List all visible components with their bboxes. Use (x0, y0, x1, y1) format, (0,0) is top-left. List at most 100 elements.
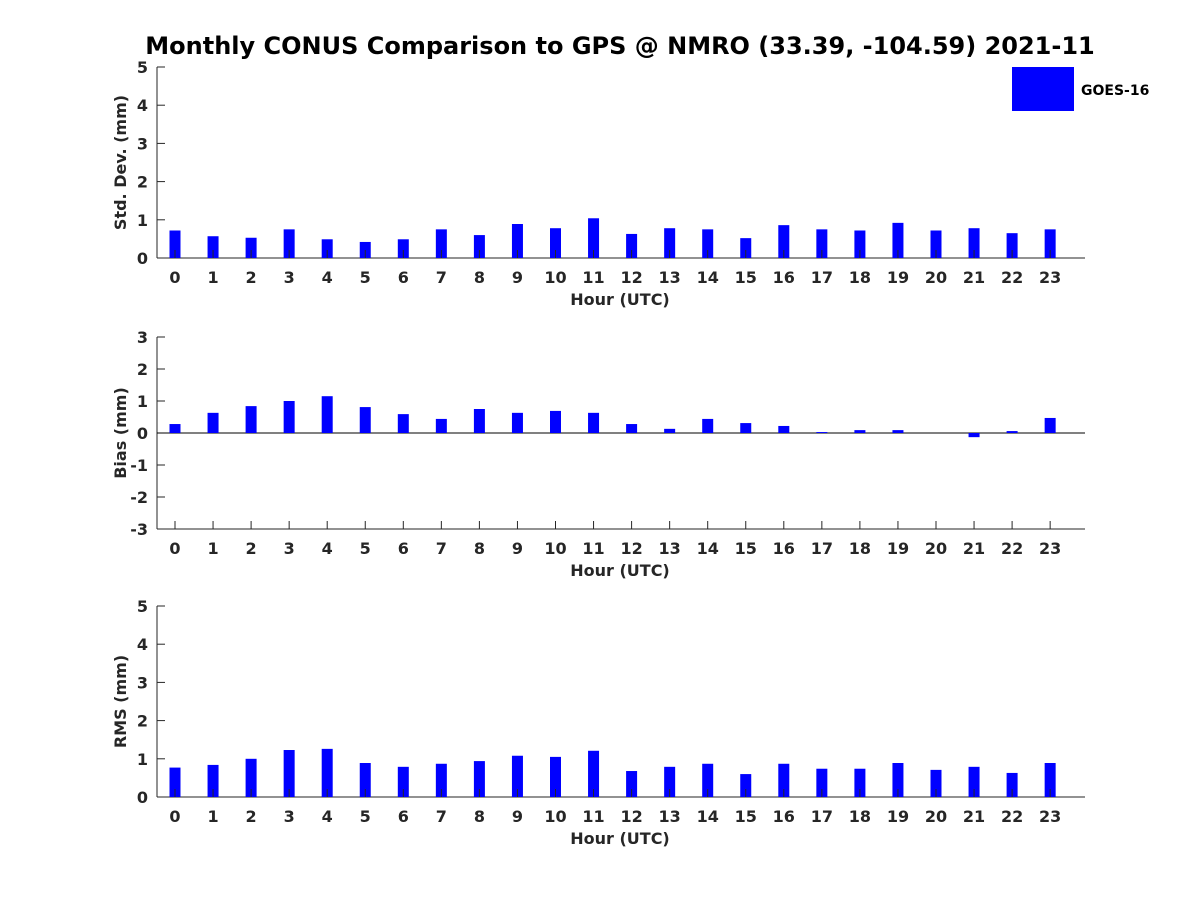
x-axis-label: Hour (UTC) (570, 561, 670, 580)
bar (892, 763, 904, 797)
bar (968, 433, 980, 438)
x-tick-label: 9 (512, 807, 523, 826)
bar (473, 235, 485, 258)
x-tick-label: 1 (207, 268, 218, 287)
bar (245, 237, 257, 258)
y-axis-label: Bias (mm) (111, 387, 130, 479)
y-tick-label: 1 (137, 750, 148, 769)
x-tick-label: 4 (322, 539, 333, 558)
bar (283, 750, 295, 797)
x-tick-label: 17 (811, 807, 833, 826)
bar (473, 409, 485, 433)
x-tick-label: 20 (925, 539, 947, 558)
x-tick-label: 11 (582, 807, 604, 826)
x-tick-label: 10 (544, 268, 566, 287)
x-tick-label: 4 (322, 268, 333, 287)
y-tick-label: 4 (137, 96, 148, 115)
bar (664, 428, 676, 433)
bar (702, 229, 714, 258)
bar (1044, 417, 1056, 433)
bar (321, 396, 333, 433)
x-tick-label: 8 (474, 807, 485, 826)
x-tick-label: 18 (849, 807, 871, 826)
x-tick-label: 1 (207, 539, 218, 558)
bar (550, 756, 561, 797)
x-tick-label: 15 (735, 539, 757, 558)
bar (283, 401, 295, 433)
x-tick-label: 3 (284, 807, 295, 826)
bar (588, 218, 600, 258)
bar (588, 750, 600, 797)
bar (1044, 763, 1056, 797)
bar (397, 414, 409, 433)
bar (169, 424, 181, 433)
x-tick-label: 19 (887, 807, 909, 826)
bar (435, 229, 447, 258)
x-tick-label: 10 (544, 807, 566, 826)
bar (892, 430, 904, 433)
bar (511, 755, 523, 797)
bar (968, 228, 980, 258)
y-tick-label: 0 (137, 424, 148, 443)
bar (321, 239, 333, 258)
bar (664, 766, 676, 797)
x-tick-label: 0 (169, 539, 180, 558)
bar (778, 425, 790, 433)
bar (359, 241, 371, 258)
bar (854, 430, 866, 433)
bar (550, 228, 561, 258)
x-tick-label: 15 (735, 807, 757, 826)
x-tick-label: 17 (811, 268, 833, 287)
bar (169, 767, 181, 797)
bar (207, 764, 219, 797)
bar (816, 432, 828, 433)
x-tick-label: 16 (773, 807, 795, 826)
x-tick-label: 23 (1039, 268, 1061, 287)
bar (626, 771, 638, 797)
x-tick-label: 11 (582, 268, 604, 287)
x-tick-label: 16 (773, 268, 795, 287)
x-tick-label: 13 (659, 807, 681, 826)
x-tick-label: 19 (887, 268, 909, 287)
y-tick-label: 5 (137, 597, 148, 616)
bar (473, 761, 485, 797)
bar (1006, 233, 1018, 258)
legend-label: GOES-16 (1081, 83, 1149, 99)
legend-swatch (1012, 67, 1074, 111)
bar (397, 239, 409, 258)
x-tick-label: 1 (207, 807, 218, 826)
bar (435, 418, 447, 433)
x-tick-label: 11 (582, 539, 604, 558)
chart-title: Monthly CONUS Comparison to GPS @ NMRO (… (145, 32, 1094, 60)
x-tick-label: 5 (360, 539, 371, 558)
x-tick-label: 6 (398, 268, 409, 287)
x-tick-label: 10 (544, 539, 566, 558)
x-tick-label: 9 (512, 539, 523, 558)
y-tick-label: 0 (137, 788, 148, 807)
y-tick-label: 2 (137, 173, 148, 192)
y-tick-label: 3 (137, 673, 148, 692)
x-tick-label: 4 (322, 807, 333, 826)
x-tick-label: 18 (849, 268, 871, 287)
x-tick-label: 23 (1039, 807, 1061, 826)
y-tick-label: -2 (130, 488, 148, 507)
x-tick-label: 0 (169, 268, 180, 287)
bar (626, 424, 638, 433)
x-tick-label: 17 (811, 539, 833, 558)
y-tick-label: 3 (137, 134, 148, 153)
bar (1044, 229, 1056, 258)
bar (930, 769, 942, 797)
x-tick-label: 5 (360, 807, 371, 826)
bar (435, 763, 447, 797)
bar (1006, 772, 1018, 797)
y-tick-label: 3 (137, 328, 148, 347)
x-tick-label: 19 (887, 539, 909, 558)
bar (283, 229, 295, 258)
x-tick-label: 8 (474, 539, 485, 558)
x-tick-label: 2 (246, 539, 257, 558)
bar (664, 228, 676, 258)
bar (321, 748, 333, 797)
bar (207, 236, 219, 258)
